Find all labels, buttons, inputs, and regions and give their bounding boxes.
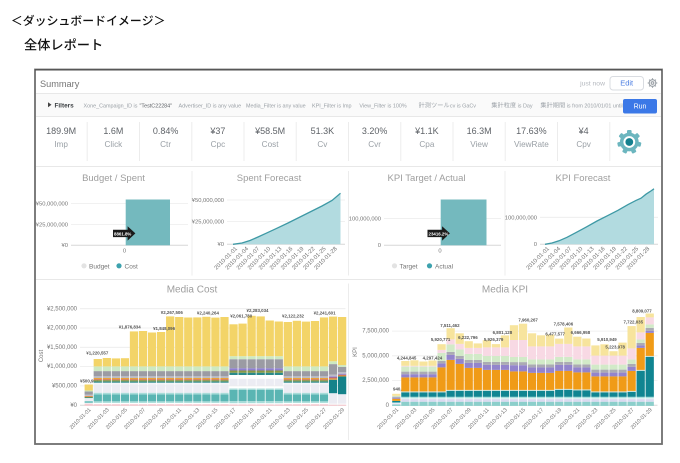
svg-text:7,511,462: 7,511,462: [440, 323, 460, 328]
svg-text:0: 0: [438, 249, 441, 255]
svg-text:KPI_Filter is Imp: KPI_Filter is Imp: [312, 103, 352, 109]
svg-text:¥2,240,264: ¥2,240,264: [197, 310, 220, 315]
svg-text:Run: Run: [634, 104, 647, 111]
svg-text:23416.2%: 23416.2%: [429, 232, 449, 237]
svg-text:Xone_Campaign_ID is: Xone_Campaign_ID is: [84, 103, 138, 109]
svg-text:4,297,424: 4,297,424: [423, 356, 443, 361]
svg-text:5,920,771: 5,920,771: [431, 337, 451, 342]
svg-text:¥50,000,000: ¥50,000,000: [192, 198, 224, 204]
svg-text:Spent Forecast: Spent Forecast: [237, 173, 302, 184]
svg-text:is Day: is Day: [518, 103, 533, 109]
svg-text:16.3M: 16.3M: [467, 126, 492, 136]
svg-text:¥1,500,000: ¥1,500,000: [47, 345, 78, 351]
svg-text:1.6M: 1.6M: [103, 126, 123, 136]
svg-text:Cost: Cost: [39, 350, 45, 363]
svg-text:0: 0: [123, 249, 126, 255]
svg-text:View: View: [470, 140, 488, 149]
svg-text:5,000,000: 5,000,000: [362, 353, 389, 359]
svg-text:is from 2010/01/01 until 2010: is from 2010/01/01 until 2010: [567, 103, 637, 109]
svg-text:189.9M: 189.9M: [46, 126, 76, 136]
svg-text:KPI Target / Actual: KPI Target / Actual: [388, 173, 466, 184]
svg-text:ViewRate: ViewRate: [514, 140, 549, 149]
svg-text:¥1,000,000: ¥1,000,000: [47, 364, 78, 370]
svg-text:Cost: Cost: [262, 140, 280, 149]
svg-text:¥1,220,557: ¥1,220,557: [86, 351, 109, 356]
svg-text:KPI Forecast: KPI Forecast: [556, 173, 611, 184]
svg-text:¥1,876,834: ¥1,876,834: [119, 325, 142, 330]
svg-text:0: 0: [386, 403, 390, 409]
svg-text:¥25,000,000: ¥25,000,000: [192, 220, 224, 226]
svg-text:¥2,283,034: ¥2,283,034: [247, 308, 270, 313]
svg-text:Target: Target: [400, 263, 418, 270]
svg-text:"TestC22284": "TestC22284": [140, 103, 173, 109]
svg-text:8,809,077: 8,809,077: [632, 309, 652, 314]
svg-text:¥25,000,000: ¥25,000,000: [36, 223, 68, 229]
svg-text:Click: Click: [105, 140, 124, 149]
svg-text:just now: just now: [579, 81, 605, 88]
svg-text:KPI: KPI: [353, 347, 359, 357]
svg-text:¥2,500,000: ¥2,500,000: [47, 306, 78, 312]
svg-text:8861.8%: 8861.8%: [114, 232, 131, 237]
svg-text:¥0: ¥0: [218, 242, 224, 248]
svg-text:7,500,000: 7,500,000: [362, 329, 389, 335]
svg-text:6,477,577: 6,477,577: [545, 331, 565, 336]
svg-text:View_Filter is 100%: View_Filter is 100%: [359, 103, 406, 109]
svg-text:Cpa: Cpa: [419, 140, 434, 149]
svg-text:100,000,000: 100,000,000: [505, 216, 537, 222]
svg-text:3.20%: 3.20%: [362, 126, 388, 136]
svg-text:Filters: Filters: [55, 102, 75, 109]
svg-text:¥1.1K: ¥1.1K: [414, 126, 439, 136]
svg-text:0.84%: 0.84%: [153, 126, 179, 136]
svg-text:7,960,267: 7,960,267: [518, 318, 538, 323]
svg-text:100,000,000: 100,000,000: [349, 217, 381, 223]
svg-text:5,910,949: 5,910,949: [597, 337, 617, 342]
svg-text:5,223,978: 5,223,978: [605, 345, 625, 350]
svg-text:Cpv: Cpv: [576, 140, 591, 149]
svg-text:Budget: Budget: [89, 263, 110, 270]
svg-text:17.63%: 17.63%: [516, 126, 547, 136]
svg-text:7,578,406: 7,578,406: [554, 321, 574, 326]
svg-text:¥37: ¥37: [209, 126, 225, 136]
svg-text:¥50,000,000: ¥50,000,000: [36, 202, 68, 208]
svg-text:¥2,267,506: ¥2,267,506: [161, 310, 184, 315]
svg-text:Media Cost: Media Cost: [167, 285, 218, 296]
svg-text:¥1,848,096: ¥1,848,096: [153, 326, 176, 331]
svg-text:940,972: 940,972: [393, 387, 409, 392]
svg-text:Media KPI: Media KPI: [482, 285, 528, 296]
svg-text:Summary: Summary: [40, 79, 80, 89]
svg-text:Cvr: Cvr: [368, 140, 381, 149]
svg-text:Ctr: Ctr: [160, 140, 171, 149]
svg-text:6,222,796: 6,222,796: [458, 335, 478, 340]
svg-text:¥2,241,601: ¥2,241,601: [314, 310, 337, 315]
svg-text:Advertiser_ID is any value: Advertiser_ID is any value: [179, 103, 242, 109]
svg-text:¥500,000: ¥500,000: [52, 384, 78, 390]
svg-text:4,244,845: 4,244,845: [397, 356, 417, 361]
svg-text:Budget / Spent: Budget / Spent: [82, 173, 145, 184]
svg-text:¥2,000,000: ¥2,000,000: [47, 326, 78, 332]
svg-text:Media_Filter is any value: Media_Filter is any value: [246, 103, 306, 109]
svg-text:6,666,958: 6,666,958: [571, 330, 591, 335]
svg-text:Cpc: Cpc: [211, 140, 226, 149]
svg-text:2,500,000: 2,500,000: [362, 378, 389, 384]
svg-text:¥0: ¥0: [62, 243, 68, 249]
svg-text:5,926,379: 5,926,379: [484, 337, 504, 342]
svg-text:Cost: Cost: [125, 263, 139, 270]
svg-text:¥500,957: ¥500,957: [80, 378, 99, 383]
svg-text:Actual: Actual: [435, 263, 454, 270]
svg-text:¥2,061,780: ¥2,061,780: [230, 313, 253, 318]
svg-text:0: 0: [534, 242, 537, 248]
svg-text:51.3K: 51.3K: [311, 126, 335, 136]
svg-text:¥0: ¥0: [70, 403, 77, 409]
svg-text:6,801,128: 6,801,128: [493, 330, 513, 335]
svg-text:cv is GaCv: cv is GaCv: [450, 103, 476, 109]
svg-text:Cv: Cv: [317, 140, 328, 149]
svg-text:Imp: Imp: [54, 140, 68, 149]
svg-text:7,722,035: 7,722,035: [624, 320, 644, 325]
svg-text:0: 0: [378, 243, 381, 249]
svg-text:Edit: Edit: [620, 79, 634, 88]
svg-text:¥2,122,232: ¥2,122,232: [282, 314, 305, 319]
svg-text:¥58.5M: ¥58.5M: [254, 126, 285, 136]
svg-text:¥4: ¥4: [578, 126, 589, 136]
